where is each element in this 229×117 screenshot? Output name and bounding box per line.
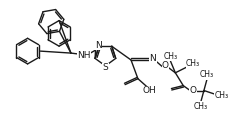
Text: OH: OH — [143, 86, 157, 95]
Text: CH₃: CH₃ — [194, 102, 208, 111]
Text: NH: NH — [77, 51, 90, 60]
Text: O: O — [190, 86, 196, 95]
Text: O: O — [162, 61, 169, 70]
Text: N: N — [149, 55, 156, 64]
Text: S: S — [103, 63, 108, 72]
Text: CH₃: CH₃ — [200, 70, 214, 79]
Text: CH₃: CH₃ — [215, 91, 229, 100]
Text: CH₃: CH₃ — [163, 51, 177, 60]
Text: CH₃: CH₃ — [186, 59, 200, 68]
Text: N: N — [95, 41, 101, 50]
